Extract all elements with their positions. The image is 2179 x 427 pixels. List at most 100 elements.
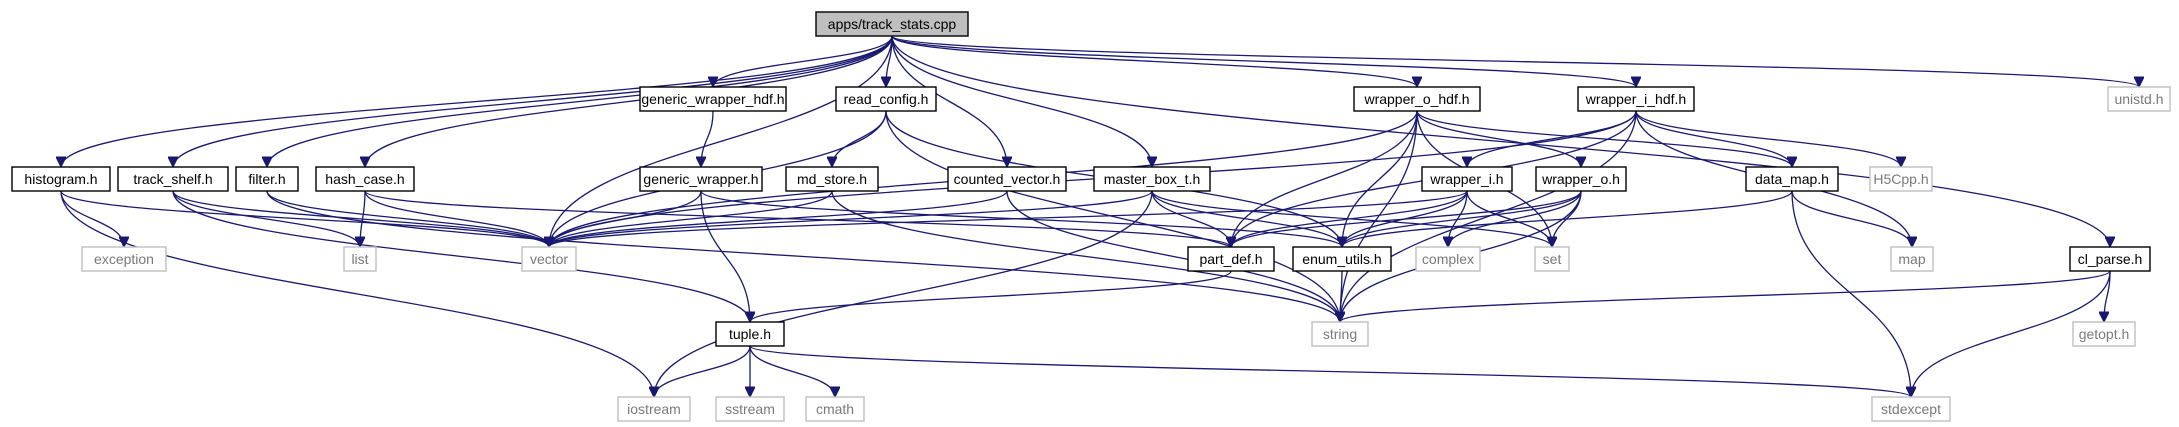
node-box [315,166,415,192]
node-complex: complex [1415,246,1481,272]
node-enum-utils[interactable]: enum_utils.h [1292,246,1392,272]
nodes: apps/track_stats.cpp histogram.h track_she… [11,11,2171,422]
edge-tuple-to-iostream [654,345,751,398]
node-label: counted_vector.h [954,171,1061,187]
node-box [639,86,787,112]
node-box [117,166,229,192]
node-gen-wrapper[interactable]: generic_wrapper.h [639,166,763,192]
node-set: set [1534,246,1570,272]
node-box [1187,246,1275,272]
node-box [343,246,377,272]
node-box [805,396,865,422]
edge-wrapper_i_hdf-to-data_map [1635,110,1792,168]
edge-root-to-wrapper_o_hdf [891,35,1417,88]
node-box [1745,166,1839,192]
node-getopt: getopt.h [2072,321,2136,347]
edge-wrapper_i-to-part_def [1231,190,1468,248]
node-box [1534,246,1570,272]
node-root[interactable]: apps/track_stats.cpp [815,11,969,37]
node-label: enum_utils.h [1302,251,1381,267]
node-label: iostream [627,401,681,417]
edge-filter-to-string [266,190,1340,323]
node-histogram[interactable]: histogram.h [11,166,111,192]
node-read-config[interactable]: read_config.h [835,86,937,112]
node-box [521,246,577,272]
node-wrapper-o[interactable]: wrapper_o.h [1535,166,1627,192]
node-label: getopt.h [2079,326,2130,342]
node-label: filter.h [248,171,285,187]
edge-cl_parse-to-stdexcept [1911,270,2111,397]
edge-root-to-counted_vector [891,35,1007,167]
node-map: map [1890,246,1934,272]
edge-wrapper_o_hdf-to-data_map [1416,110,1792,168]
node-box [1890,246,1934,272]
node-label: vector [530,251,568,267]
node-md-store[interactable]: md_store.h [785,166,879,192]
node-data-map[interactable]: data_map.h [1745,166,1839,192]
edge-data_map-to-enum_utils [1342,190,1793,248]
node-box [1311,321,1369,347]
node-box [2107,86,2171,112]
edge-root-to-vector [549,35,893,247]
node-box [947,166,1067,192]
node-unistd: unistd.h [2107,86,2171,112]
edge-read_config-to-md_store [832,110,887,168]
node-master-box[interactable]: master_box_t.h [1093,166,1211,192]
node-label: md_store.h [797,171,867,187]
node-label: string [1323,326,1357,342]
node-box [2069,246,2151,272]
edge-data_map-to-map [1791,190,1912,248]
node-h5cpp: H5Cpp.h [1869,166,1933,192]
node-wrapper-i[interactable]: wrapper_i.h [1421,166,1513,192]
node-wrapper-i-hdf[interactable]: wrapper_i_hdf.h [1577,86,1695,112]
edge-part_def-to-tuple [750,270,1232,323]
edge-counted_vector-to-string [1006,190,1340,322]
edge-wrapper_o-to-part_def [1231,190,1582,248]
node-label: wrapper_o_hdf.h [1363,91,1469,107]
edge-track_shelf-to-tuple [172,190,750,322]
edge-gen_wrapper-to-tuple [700,190,750,322]
node-track-shelf[interactable]: track_shelf.h [117,166,229,192]
edge-wrapper_o_hdf-to-wrapper_o [1416,110,1581,168]
node-label: wrapper_o.h [1541,171,1620,187]
edge-wrapper_i_hdf-to-h5cpp [1635,110,1901,168]
node-gen-wrapper-hdf[interactable]: generic_wrapper_hdf.h [639,86,787,112]
node-label: map [1898,251,1925,267]
edge-counted_vector-to-vector [549,190,1008,248]
edge-wrapper_i-to-vector [549,190,1468,248]
node-cmath: cmath [805,396,865,422]
edge-gen_wrapper_hdf-to-gen_wrapper [701,110,714,167]
edge-root-to-wrapper_i_hdf [891,35,1636,88]
node-label: exception [94,251,154,267]
node-box [715,321,785,347]
node-tuple[interactable]: tuple.h [715,321,785,347]
node-label: data_map.h [1755,171,1829,187]
edge-master_box-to-vector [549,190,1153,248]
node-counted-vector[interactable]: counted_vector.h [947,166,1067,192]
edge-track_shelf-to-list [172,190,360,248]
node-cl-parse[interactable]: cl_parse.h [2069,246,2151,272]
node-box [1421,166,1513,192]
node-box [835,86,937,112]
edge-data_map-to-stdexcept [1791,190,1911,397]
node-sstream: sstream [715,396,785,422]
edge-wrapper_o_hdf-to-string [1340,110,1418,322]
edge-wrapper_o-to-enum_utils [1342,190,1582,248]
node-exception: exception [81,246,167,272]
edge-md_store-to-vector [549,190,833,248]
edge-md_store-to-string [831,190,1340,322]
node-filter[interactable]: filter.h [235,166,299,192]
node-hash-case[interactable]: hash_case.h [315,166,415,192]
edge-tuple-to-stdexcept [749,345,1911,398]
edge-wrapper_i_hdf-to-vector [549,110,1637,247]
node-box [1415,246,1481,272]
node-wrapper-o-hdf[interactable]: wrapper_o_hdf.h [1353,86,1481,112]
node-list: list [343,246,377,272]
edge-root-to-cl_parse [891,35,2110,247]
edges [61,35,2139,398]
node-vector: vector [521,246,577,272]
node-box [815,11,969,37]
node-part-def[interactable]: part_def.h [1187,246,1275,272]
node-label: wrapper_i_hdf.h [1585,91,1686,107]
node-box [2072,321,2136,347]
